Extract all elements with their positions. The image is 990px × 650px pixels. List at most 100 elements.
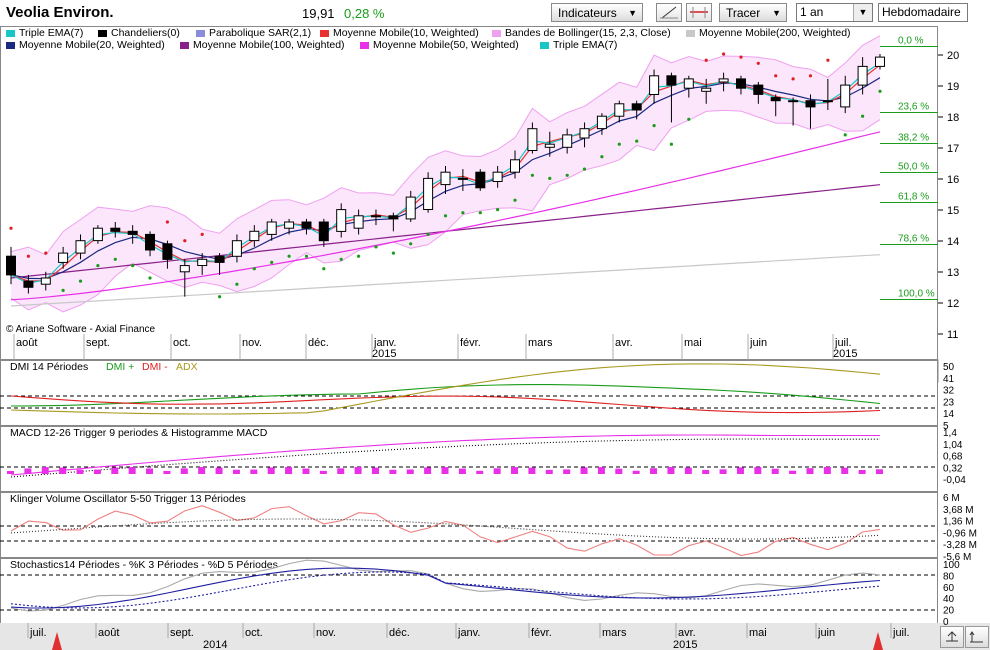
candle-body (718, 78, 729, 83)
macd-histogram-bar (389, 469, 397, 474)
legend-item[interactable]: Moyenne Mobile(20, Weighted) (6, 39, 165, 51)
panel-tick-label: -0,04 (943, 475, 966, 486)
last-price: 19,91 (302, 6, 335, 21)
legend-item[interactable]: Chandeliers(0) (98, 27, 180, 39)
candle-body (318, 221, 329, 242)
y-tick-label: 11 (947, 329, 958, 341)
dmi-plus-line (10, 384, 881, 407)
chevron-down-icon: ▼ (772, 8, 781, 18)
legend-label: Parabolique SAR(2,1) (209, 27, 312, 39)
month-label: févr. (460, 337, 481, 349)
candle-body (666, 75, 677, 86)
candle-body (701, 87, 712, 92)
month-label: mai (684, 337, 702, 349)
panel-tick-label: 0,32 (943, 463, 963, 474)
macd-histogram-bar (337, 468, 345, 474)
macd-histogram-bar (458, 468, 466, 474)
month-label: juin (749, 337, 767, 349)
legend-item[interactable]: Bandes de Bollinger(15, 2,3, Close) (492, 27, 671, 39)
candle-body (736, 78, 746, 89)
macd-histogram-bar (250, 469, 258, 474)
legend-swatch (98, 29, 107, 37)
sar-dot (131, 264, 135, 268)
y-tick-label: 18 (947, 112, 959, 124)
sar-dot (78, 279, 83, 283)
chevron-down-icon: ▼ (628, 8, 637, 18)
panel-tick-label: 41 (943, 374, 955, 385)
draw-button[interactable]: Tracer ▼ (719, 3, 787, 22)
candle-body (92, 227, 103, 242)
panel-tick-label: 1,04 (943, 440, 963, 451)
macd-histogram-bar (111, 467, 119, 474)
indicators-button[interactable]: Indicateurs ▼ (551, 3, 643, 22)
panel-tick-label: 5 (943, 421, 949, 432)
candle-body (6, 255, 16, 276)
fib-label: 78,6 % (898, 234, 929, 245)
bottom-month-label: mars (602, 627, 627, 639)
legend-swatch (540, 41, 549, 49)
legend-item[interactable]: Moyenne Mobile(10, Weighted) (320, 27, 479, 39)
sar-dot (530, 173, 535, 177)
candle-body (857, 65, 868, 86)
klinger-panel (0, 492, 938, 558)
macd-trigger (10, 438, 880, 478)
candle-body (284, 221, 295, 229)
fib-label: 23,6 % (898, 102, 929, 113)
klinger-line (10, 505, 881, 557)
candle-body (197, 258, 208, 267)
macd-histogram-bar (597, 467, 605, 474)
pan-button[interactable] (940, 626, 964, 648)
left-range-handle[interactable] (52, 632, 62, 650)
legend-item[interactable]: Parabolique SAR(2,1) (196, 27, 311, 39)
legend-item[interactable]: Moyenne Mobile(50, Weighted) (360, 39, 519, 51)
y-tick-label: 12 (947, 298, 959, 310)
fib-label: 0,0 % (898, 36, 924, 47)
sar-dot (357, 254, 361, 258)
macd-histogram-bar (7, 471, 14, 474)
sar-dot (582, 167, 587, 171)
chart-legend: Triple EMA(7) Chandeliers(0) Parabolique S… (0, 26, 938, 54)
legend-item[interactable]: Moyenne Mobile(100, Weighted) (180, 39, 345, 51)
legend-item[interactable]: Moyenne Mobile(200, Weighted) (686, 27, 851, 39)
trendline-tool-button[interactable] (656, 3, 682, 22)
macd-histogram-bar (684, 467, 692, 474)
candle-body (492, 171, 503, 182)
sar-dot (183, 239, 187, 243)
sar-dot (270, 260, 274, 264)
legend-item[interactable]: Triple EMA(7) (540, 39, 617, 51)
macd-histogram-bar (771, 468, 779, 474)
macd-histogram-bar (180, 468, 188, 474)
sar-dot (26, 254, 30, 258)
ma50-line (10, 131, 881, 301)
candle-body (562, 134, 573, 148)
sar-dot (200, 232, 204, 236)
legend-item[interactable]: Triple EMA(7) (6, 27, 83, 39)
candle-body (110, 227, 121, 232)
interval-select[interactable]: Hebdomadaire (878, 3, 968, 22)
zoom-button[interactable] (965, 626, 989, 648)
macd-histogram-bar (302, 468, 310, 474)
panel-tick-label: 100 (943, 560, 960, 571)
month-label: nov. (242, 337, 262, 349)
right-range-handle[interactable] (873, 632, 883, 650)
period-select[interactable]: 1 an ▼ (796, 3, 873, 22)
macd-histogram-bar (59, 467, 67, 474)
year-label: 2015 (833, 348, 857, 360)
legend-swatch (492, 29, 501, 37)
panel-tick-label: 80 (943, 571, 955, 582)
y-tick-label: 19 (947, 81, 959, 93)
y-tick-label: 17 (947, 143, 959, 155)
sar-dot (61, 288, 65, 292)
candle-body (683, 78, 694, 89)
panel-title: Stochastics14 Périodes - %K 3 Périodes -… (10, 559, 278, 571)
legend-label: Triple EMA(7) (553, 39, 618, 51)
panel-tick-label: -3,28 M (943, 540, 977, 551)
bottom-month-label: août (98, 627, 119, 639)
bottom-month-label: déc. (389, 627, 410, 639)
horizontal-line-tool-button[interactable] (686, 3, 712, 22)
sar-dot (791, 77, 795, 81)
candle-body (301, 221, 312, 229)
bottom-date-axis: juil. août sept. oct. nov. déc. janv. févr. mars… (27, 623, 910, 650)
macd-histogram-bar (789, 470, 797, 474)
legend-label: Moyenne Mobile(10, Weighted) (333, 27, 479, 39)
